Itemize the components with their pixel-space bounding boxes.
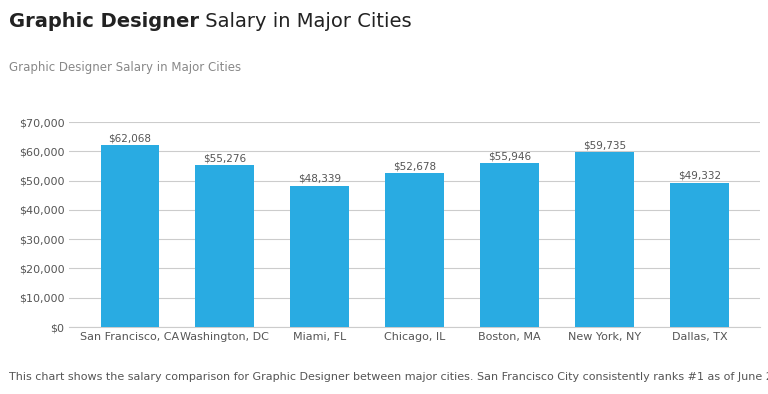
Bar xyxy=(386,173,444,327)
Text: This chart shows the salary comparison for Graphic Designer between major cities: This chart shows the salary comparison f… xyxy=(9,372,768,382)
Text: $52,678: $52,678 xyxy=(393,161,436,171)
Text: $49,332: $49,332 xyxy=(678,171,721,181)
Text: $59,735: $59,735 xyxy=(583,140,626,151)
Bar xyxy=(670,183,729,327)
Text: Graphic Designer: Graphic Designer xyxy=(9,12,199,31)
Text: $62,068: $62,068 xyxy=(108,134,151,143)
Bar xyxy=(290,186,349,327)
Text: Salary in Major Cities: Salary in Major Cities xyxy=(199,12,412,31)
Bar xyxy=(101,145,160,327)
Text: $55,946: $55,946 xyxy=(488,152,531,162)
Bar xyxy=(196,165,254,327)
Text: Graphic Designer Salary in Major Cities: Graphic Designer Salary in Major Cities xyxy=(9,61,241,74)
Bar xyxy=(575,152,634,327)
Text: $48,339: $48,339 xyxy=(298,174,341,184)
Text: $55,276: $55,276 xyxy=(204,154,247,164)
Bar xyxy=(480,163,539,327)
